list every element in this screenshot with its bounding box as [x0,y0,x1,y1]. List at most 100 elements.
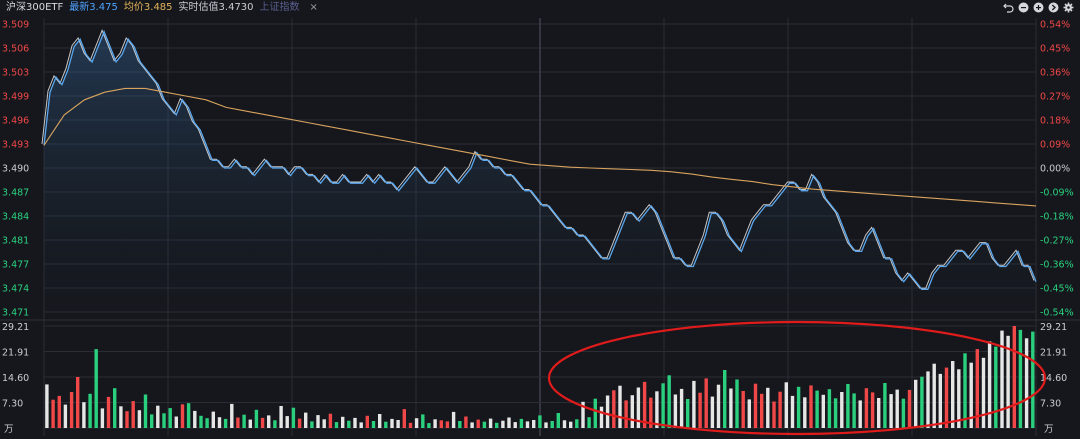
volume-bar [57,395,61,428]
price-line [43,29,1037,290]
volume-bar [901,398,906,428]
volume-bar [920,376,924,428]
plus-circle-icon[interactable] [1033,2,1044,13]
realtime-estimate: 实时估值3.4730 [178,2,254,13]
volume-bar [550,421,554,428]
volume-bar [125,411,129,428]
volume-bar [870,392,875,428]
volume-bar [180,404,185,428]
volume-bar [883,383,887,428]
percent-tick-label: 0.00% [1040,164,1070,175]
volume-bar [445,421,450,428]
price-tick-label: 3.481 [2,236,29,247]
volume-bar [723,370,727,428]
volume-bar [858,400,862,428]
volume-bar [414,418,419,428]
volume-bar [624,400,628,428]
volume-bar [753,383,758,428]
volume-bar [390,418,394,428]
volume-tick-label-right: 7.30 [1040,399,1061,410]
volume-bar [827,389,832,428]
volume-bar [69,392,74,428]
volume-bar [852,393,856,428]
volume-bar [260,417,265,428]
volume-bar [63,404,68,428]
volume-bar [242,414,246,428]
volume-tick-label-right: 21.91 [1040,348,1067,359]
volume-bar [932,363,936,428]
volume-bar [421,414,425,428]
volume-bar [476,419,480,428]
volume-bar [433,419,437,428]
volume-bar [673,394,678,428]
gear-icon[interactable] [1063,2,1074,13]
volume-bar [914,379,918,428]
index-overlay-link[interactable]: 上证指数 [259,2,300,13]
volume-bar [353,417,357,428]
volume-bar [162,413,166,428]
volume-bar [636,387,641,428]
volume-bar [593,398,597,428]
volume-bar [994,346,998,428]
undo-icon[interactable] [1003,2,1014,13]
volume-bar [519,418,524,428]
volume-bar [562,420,567,428]
volume-bar [938,373,942,428]
close-overlay-button[interactable]: × [309,2,318,13]
volume-bar [969,362,973,428]
volume-bar [230,403,234,428]
volume-bar [328,413,333,428]
volume-bar [661,383,665,428]
percent-tick-label: 0.09% [1040,140,1070,151]
arrow-right-circle-icon[interactable] [1048,2,1059,13]
volume-bar [205,418,209,428]
latest-price: 最新3.475 [69,2,118,13]
volume-bar [575,419,579,428]
volume-bar [199,415,203,428]
volume-bar [100,408,105,428]
volume-unit-label-right: 万 [1044,424,1054,435]
minus-circle-icon[interactable] [1018,2,1029,13]
volume-bar [642,381,647,428]
volume-bar [488,418,493,428]
volume-bar [630,395,634,428]
volume-bar [304,412,308,428]
volume-tick-label-right: 14.60 [1040,373,1067,384]
volume-bar [1018,329,1023,428]
volume-bar [439,420,443,428]
volume-bar [310,421,314,428]
volume-tick-label: 14.60 [2,373,29,384]
volume-bar [686,399,690,428]
volume-bar [766,387,770,428]
price-tick-label: 3.490 [2,164,29,175]
percent-tick-label: 0.18% [1040,116,1070,127]
volume-bar [482,421,487,428]
volume-bar [451,411,456,428]
price-tick-label: 3.477 [2,260,29,271]
security-name[interactable]: 沪深300ETF [6,2,64,13]
volume-bar [273,420,277,428]
volume-bar [402,409,406,428]
volume-bar [716,384,721,428]
volume-bar [815,390,819,428]
volume-bar [605,395,610,428]
volume-bar [772,401,776,428]
chart-toolbar [1003,2,1074,13]
volume-bar [556,413,560,428]
volume-bar [365,415,369,428]
volume-bar [889,394,893,428]
volume-bar [137,410,142,428]
volume-bar [760,393,764,428]
percent-tick-label: -0.18% [1040,212,1074,223]
volume-bar [987,341,992,428]
annotation-ellipse [547,320,1047,436]
percent-tick-label: -0.45% [1040,284,1074,295]
volume-tick-label: 21.91 [2,348,29,359]
volume-bar [538,415,542,428]
volume-bar [612,390,616,428]
volume-tick-label-right: 29.21 [1040,322,1067,333]
volume-bar [1000,330,1004,428]
volume-bar [464,416,468,428]
